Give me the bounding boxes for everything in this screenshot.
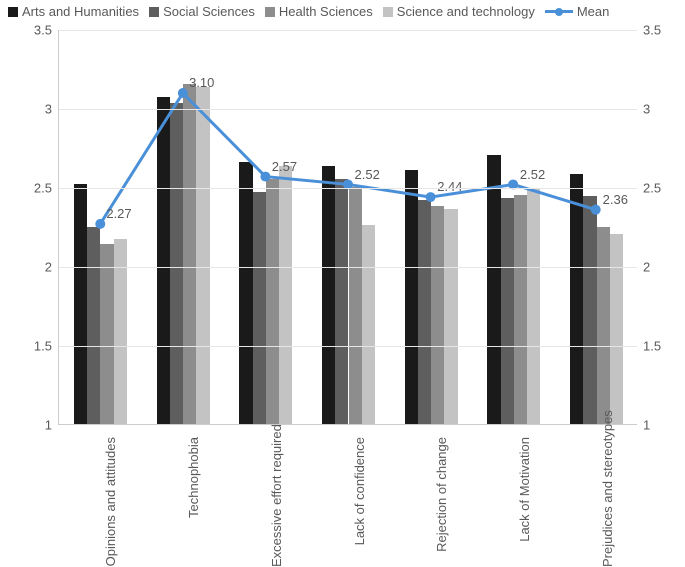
legend-label: Health Sciences	[279, 4, 373, 19]
x-tick-label: Prejudices and stereotypes	[600, 437, 615, 567]
mean-value-label: 2.57	[272, 159, 297, 174]
legend-label: Mean	[577, 4, 610, 19]
mean-value-label: 2.36	[603, 192, 628, 207]
gridline	[59, 188, 637, 189]
legend-label: Social Sciences	[163, 4, 255, 19]
legend-item: Science and technology	[383, 4, 535, 19]
y-tick-label-right: 2	[643, 260, 685, 275]
legend-swatch	[8, 7, 18, 17]
gridline	[59, 267, 637, 268]
x-tick-label: Lack of Motivation	[517, 437, 532, 567]
mean-labels-layer: 2.27 3.10 2.57 2.52 2.44 2.52 2.36	[59, 30, 637, 424]
legend-label: Science and technology	[397, 4, 535, 19]
legend-item: Social Sciences	[149, 4, 255, 19]
gridline	[59, 30, 637, 31]
gridline	[59, 109, 637, 110]
legend-item: Arts and Humanities	[8, 4, 139, 19]
x-tick-label: Excessive effort required	[269, 437, 284, 567]
x-axis-labels: Opinions and attitudes Technophobia Excess…	[58, 431, 637, 565]
y-tick-label-left: 1.5	[0, 339, 52, 354]
mean-value-label: 2.27	[106, 206, 131, 221]
legend-swatch	[265, 7, 275, 17]
legend-swatch	[149, 7, 159, 17]
y-tick-label-right: 1.5	[643, 339, 685, 354]
y-tick-label-left: 3	[0, 102, 52, 117]
y-tick-label-right: 3.5	[643, 23, 685, 38]
x-tick-label: Lack of confidence	[352, 437, 367, 567]
x-tick-label: Opinions and attitudes	[103, 437, 118, 567]
y-tick-label-left: 2.5	[0, 181, 52, 196]
x-tick-label: Rejection of change	[434, 437, 449, 567]
y-tick-label-right: 3	[643, 102, 685, 117]
legend-label: Arts and Humanities	[22, 4, 139, 19]
legend-swatch	[383, 7, 393, 17]
y-tick-label-left: 3.5	[0, 23, 52, 38]
y-tick-label-right: 1	[643, 418, 685, 433]
mean-value-label: 3.10	[189, 75, 214, 90]
y-tick-label-left: 2	[0, 260, 52, 275]
legend-line-swatch	[545, 6, 573, 18]
legend: Arts and Humanities Social Sciences Health…	[8, 4, 609, 19]
legend-item: Health Sciences	[265, 4, 373, 19]
mean-value-label: 2.52	[520, 167, 545, 182]
x-tick-label: Technophobia	[186, 437, 201, 567]
gridline	[59, 346, 637, 347]
legend-item-mean: Mean	[545, 4, 610, 19]
chart-container: Arts and Humanities Social Sciences Health…	[0, 0, 685, 565]
y-tick-label-left: 1	[0, 418, 52, 433]
mean-value-label: 2.52	[355, 167, 380, 182]
y-tick-label-right: 2.5	[643, 181, 685, 196]
plot-area: 2.27 3.10 2.57 2.52 2.44 2.52 2.36	[58, 30, 637, 425]
mean-value-label: 2.44	[437, 179, 462, 194]
